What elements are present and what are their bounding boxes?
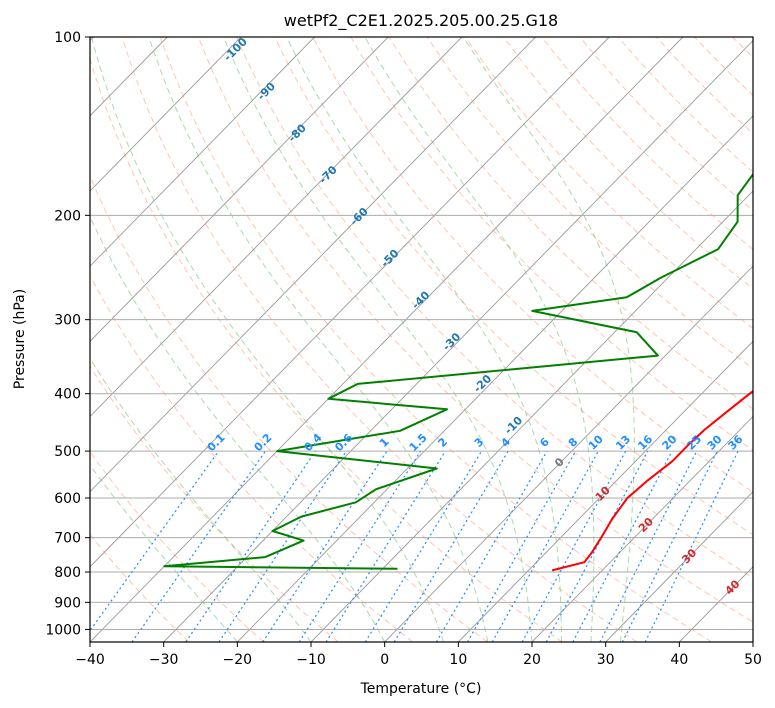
dry-adiabat-line <box>90 451 264 642</box>
mixing-ratio-line <box>491 450 599 642</box>
mixing-ratio-line <box>185 450 316 642</box>
y-tick-label: 800 <box>54 565 81 581</box>
plot-background <box>90 37 753 642</box>
mixing-ratio-line <box>521 450 627 642</box>
y-tick-label: 900 <box>54 595 81 611</box>
dry-adiabat-line <box>121 37 638 642</box>
grid-layer <box>90 24 775 642</box>
y-tick-label: 300 <box>54 313 81 329</box>
dry-adiabat-line <box>159 37 712 642</box>
moist-adiabat-line <box>223 37 533 642</box>
moist-adiabat-line <box>286 37 562 642</box>
mixing-ratio-line <box>599 450 698 642</box>
mixing-ratio-line <box>435 450 548 642</box>
isotherm-line <box>237 115 753 642</box>
moist-adiabat-line <box>462 37 635 642</box>
moist-adiabat-line <box>148 37 489 642</box>
x-tick-label: 10 <box>449 652 467 668</box>
mixing-ratio-line <box>545 450 649 642</box>
isotherm-line <box>605 491 753 642</box>
series-layer <box>163 172 753 572</box>
isotherm-line <box>310 190 753 642</box>
y-tick-label: 400 <box>54 387 81 403</box>
x-axis-label: Temperature (°C) <box>360 681 482 697</box>
moist-adiabat-line <box>90 464 238 642</box>
dry-adiabat-line <box>757 24 775 642</box>
chart-title: wetPf2_C2E1.2025.205.00.25.G18 <box>284 11 558 31</box>
isotherm-line <box>90 37 536 493</box>
x-tick-label: 20 <box>523 652 541 668</box>
mixing-ratio-line <box>621 450 718 642</box>
moist-adiabat-line <box>364 37 595 642</box>
moist-adiabat-line <box>91 37 445 642</box>
x-tick-label: 40 <box>670 652 688 668</box>
dry-adiabat-line <box>90 365 339 642</box>
x-tick-label: −10 <box>296 652 326 668</box>
plot-frame <box>89 36 754 643</box>
x-tick-label: −30 <box>149 652 179 668</box>
isotherm-line <box>90 37 610 568</box>
dewpoint-trace <box>163 172 753 570</box>
x-tick-label: −20 <box>223 652 253 668</box>
x-tick-label: 0 <box>380 652 389 668</box>
x-tick-label: 30 <box>597 652 615 668</box>
axis-layer: −40 −30 −20 −10 0 10 20 30 40 50 100 200 300 400 500 60… <box>45 30 762 668</box>
y-tick-label: 700 <box>54 531 81 547</box>
y-tick-label: 200 <box>54 208 81 224</box>
dry-adiabat-line <box>464 37 753 329</box>
mixing-ratio-line <box>466 450 577 642</box>
isotherm-line <box>163 39 753 642</box>
y-tick-label: 600 <box>54 491 81 507</box>
mixing-ratio-line <box>131 450 266 642</box>
mixing-ratio-line <box>572 450 673 642</box>
isotherm-line <box>458 340 753 642</box>
temperature-trace <box>551 389 753 572</box>
mixing-ratio-line <box>364 450 483 642</box>
y-tick-label: 500 <box>54 444 81 460</box>
mixing-ratio-line <box>90 450 220 632</box>
dry-adiabat-line <box>426 37 753 370</box>
dry-adiabat-line <box>197 37 753 623</box>
isotherm-line <box>90 37 389 342</box>
y-axis-label: Pressure (hPa) <box>12 289 28 389</box>
moist-adiabat-line <box>90 215 386 642</box>
x-tick-label: −40 <box>75 652 105 668</box>
isotherm-line <box>384 265 753 642</box>
isotherm-line <box>90 37 463 418</box>
mixing-ratio-line <box>644 450 739 642</box>
y-tick-label: 1000 <box>45 622 81 638</box>
mixing-ratio-line <box>218 450 347 642</box>
y-tick-label: 100 <box>54 30 81 46</box>
mixing-ratio-line <box>393 450 509 642</box>
dry-adiabat-line <box>388 37 753 410</box>
isotherm-line <box>90 37 315 267</box>
isotherm-line <box>752 641 753 642</box>
dry-adiabat-line <box>90 175 488 642</box>
isotherm-line <box>90 37 242 192</box>
x-tick-label: 50 <box>744 652 762 668</box>
isotherm-line <box>531 415 753 642</box>
dry-adiabat-line <box>502 37 753 290</box>
isotherm-line <box>90 37 684 642</box>
dry-adiabat-line <box>90 57 563 642</box>
